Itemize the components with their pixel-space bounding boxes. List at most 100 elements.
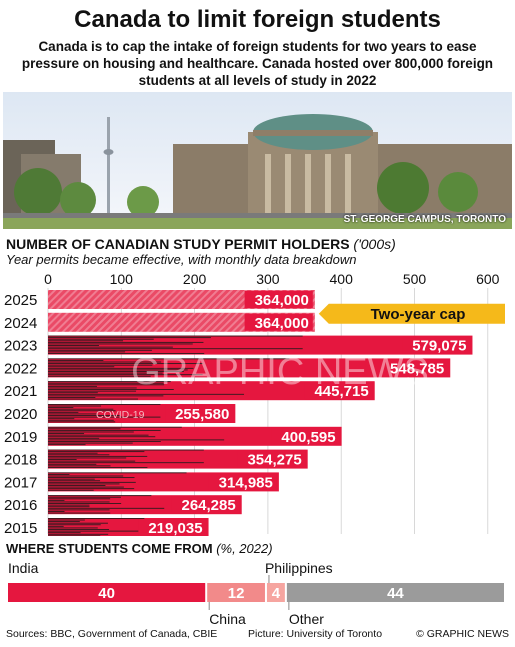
monthly-stripe [48, 411, 79, 413]
origin-stacked-bar: 40 India 12 China 4 Philippines 44 Other [8, 560, 504, 627]
covid-annotation: COVID-19 [96, 409, 145, 421]
y-category-label: 2021 [4, 383, 37, 400]
monthly-stripe [48, 419, 114, 421]
monthly-stripe [48, 371, 184, 372]
monthly-stripe [48, 429, 161, 431]
photo-caption: ST. GEORGE CAMPUS, TORONTO [343, 214, 506, 225]
monthly-stripe [48, 421, 116, 423]
bar [48, 358, 451, 378]
monthly-stripe [48, 434, 149, 436]
monthly-stripe [48, 473, 70, 475]
monthly-stripe [48, 503, 122, 504]
origin-unit: (%, 2022) [216, 541, 273, 556]
monthly-stripe [48, 530, 141, 532]
y-category-label: 2020 [4, 406, 37, 423]
value-label: 255,580 [175, 406, 229, 423]
monthly-stripe [48, 475, 124, 477]
chart-title: NUMBER OF CANADIAN STUDY PERMIT HOLDERS … [6, 236, 396, 252]
value-label: 264,285 [181, 497, 235, 514]
value-label-bg [402, 336, 471, 354]
chart-title-text: NUMBER OF CANADIAN STUDY PERMIT HOLDERS [6, 236, 350, 252]
value-label-bg [237, 450, 306, 468]
monthly-stripe [48, 496, 121, 498]
value-label-bg [244, 291, 313, 308]
monthly-stripe [48, 486, 124, 488]
monthly-stripe [48, 506, 90, 508]
value-label-bg [138, 519, 207, 536]
page-title: Canada to limit foreign students [74, 6, 441, 33]
value-label: 400,595 [281, 429, 335, 446]
monthly-stripe [48, 381, 171, 383]
monthly-stripe [48, 382, 164, 384]
monthly-stripe [48, 460, 136, 462]
monthly-stripe [48, 348, 303, 350]
monthly-stripe [48, 529, 110, 530]
monthly-stripe [48, 372, 163, 374]
value-label: 445,715 [314, 383, 368, 400]
monthly-stripe [48, 389, 174, 390]
monthly-stripe [48, 395, 164, 397]
footer-picture: Picture: University of Toronto [248, 628, 383, 640]
value-label-bg [380, 359, 449, 377]
monthly-stripe [48, 436, 156, 438]
monthly-stripe [48, 413, 98, 415]
monthly-stripe [48, 393, 245, 395]
monthly-stripe [48, 465, 111, 467]
monthly-stripe [48, 489, 94, 491]
two-year-cap-banner [318, 303, 505, 324]
x-tick-label: 300 [256, 271, 280, 287]
monthly-stripe [48, 478, 95, 480]
monthly-stripe [48, 509, 110, 511]
monthly-stripe [48, 340, 124, 342]
monthly-stripe [48, 512, 111, 514]
monthly-stripe [48, 533, 109, 535]
monthly-stripe [48, 439, 225, 441]
monthly-stripe [48, 392, 98, 394]
monthly-stripe [48, 364, 153, 366]
monthly-stripe [48, 385, 97, 387]
origin-segment-label: India [8, 560, 39, 576]
monthly-stripe [48, 335, 303, 337]
monthly-stripe [48, 416, 161, 418]
monthly-stripe [48, 457, 127, 459]
monthly-stripe [48, 426, 182, 428]
monthly-stripe [48, 535, 101, 536]
monthly-stripe [48, 519, 85, 521]
monthly-stripe [48, 431, 134, 433]
value-label-bg [244, 313, 313, 331]
monthly-stripe [48, 337, 211, 339]
monthly-stripe [48, 472, 187, 474]
monthly-stripe [48, 343, 193, 345]
monthly-stripe [48, 480, 101, 482]
page-subtitle: Canada is to cap the intake of foreign s… [21, 39, 494, 88]
value-label: 314,985 [219, 474, 273, 491]
origin-segment-label: Other [289, 611, 324, 627]
y-category-label: 2023 [4, 338, 37, 355]
monthly-stripe [48, 433, 85, 435]
monthly-stripe [48, 481, 136, 483]
monthly-stripe [48, 384, 165, 386]
x-tick-label: 500 [403, 271, 427, 287]
monthly-stripe [48, 366, 115, 368]
monthly-stripe [48, 428, 121, 430]
monthly-stripe [48, 437, 100, 439]
monthly-stripe [48, 449, 204, 451]
origin-title: WHERE STUDENTS COME FROM (%, 2022) [6, 541, 273, 556]
monthly-stripe [48, 358, 290, 360]
y-category-label: 2018 [4, 452, 37, 469]
monthly-stripe [48, 375, 151, 377]
monthly-stripe [48, 363, 203, 365]
campus-photo-illustration [3, 92, 512, 229]
monthly-stripe [48, 390, 137, 392]
monthly-stripe [48, 521, 80, 523]
monthly-stripe [48, 522, 108, 524]
x-tick-label: 600 [476, 271, 500, 287]
value-label: 364,000 [255, 315, 309, 332]
monthly-stripe [48, 499, 65, 501]
monthly-stripe [48, 527, 98, 529]
origin-segment-value: 40 [98, 585, 115, 602]
origin-segment [286, 583, 504, 602]
origin-segment [207, 583, 265, 602]
monthly-stripe [48, 407, 74, 409]
bar [48, 426, 342, 446]
